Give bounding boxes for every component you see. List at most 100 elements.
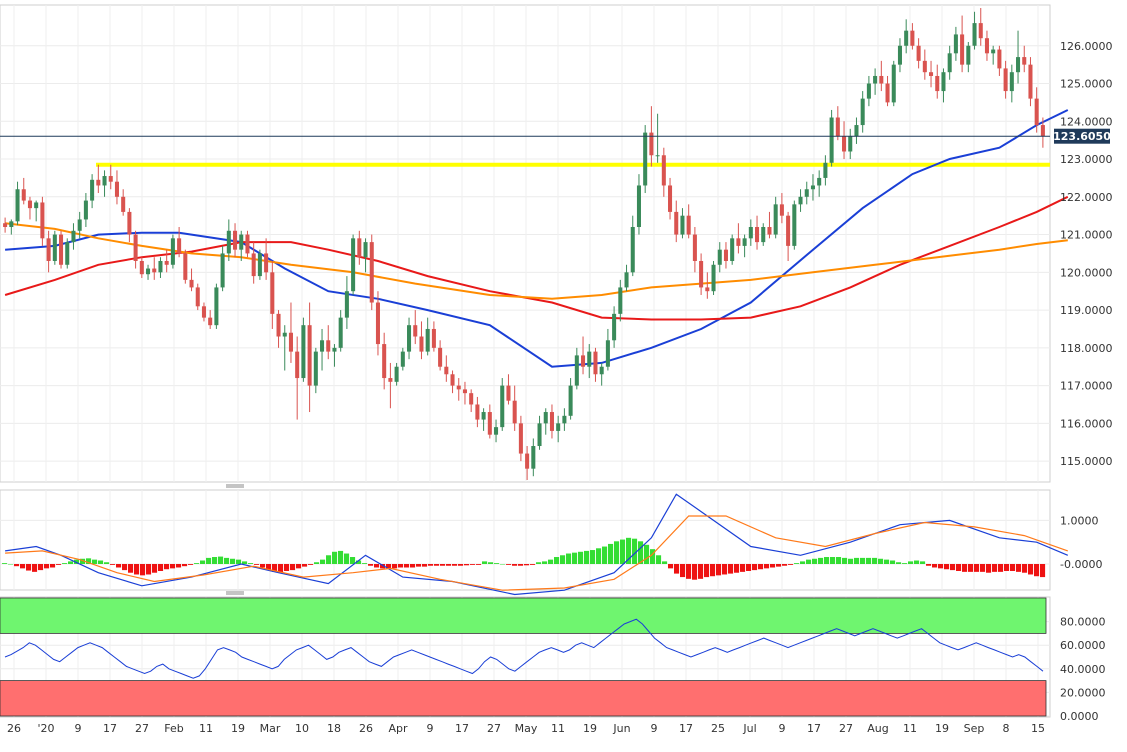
candle-body bbox=[655, 155, 660, 157]
candle bbox=[177, 227, 182, 258]
candle bbox=[270, 260, 275, 329]
candle-body bbox=[444, 366, 449, 375]
candle-body bbox=[761, 227, 766, 243]
candle bbox=[419, 321, 424, 360]
histogram-bar bbox=[902, 563, 908, 564]
candle bbox=[562, 408, 567, 431]
candle-body bbox=[102, 176, 107, 186]
candle-body bbox=[481, 412, 486, 420]
histogram-bar bbox=[920, 561, 926, 564]
candle bbox=[997, 45, 1002, 76]
histogram-bar bbox=[134, 564, 140, 575]
candle bbox=[65, 238, 70, 269]
histogram-bar bbox=[410, 564, 416, 568]
candle bbox=[34, 200, 39, 222]
candle bbox=[922, 49, 927, 80]
x-tick-label: 15 bbox=[1031, 722, 1045, 735]
price-grid bbox=[0, 45, 1050, 462]
x-tick-label: 27 bbox=[487, 722, 501, 735]
candle bbox=[953, 26, 958, 61]
candle-body bbox=[705, 287, 710, 292]
histogram-bar bbox=[176, 564, 182, 568]
candle-body bbox=[835, 117, 840, 137]
candle-body bbox=[425, 328, 430, 352]
price-y-tick-label: 121.0000 bbox=[1060, 229, 1113, 242]
candle-body bbox=[357, 238, 362, 258]
histogram-bar bbox=[488, 562, 494, 564]
candle bbox=[90, 174, 95, 209]
histogram-bar bbox=[152, 564, 158, 573]
candle bbox=[947, 45, 952, 80]
candle bbox=[83, 193, 88, 228]
histogram-bar bbox=[32, 564, 38, 572]
x-tick-label: 9 bbox=[779, 722, 786, 735]
candle-body bbox=[798, 196, 803, 205]
histogram-bar bbox=[998, 564, 1004, 572]
histogram-bar bbox=[824, 557, 830, 564]
histogram-bar bbox=[440, 564, 446, 566]
candle-body bbox=[77, 219, 82, 231]
candle-body bbox=[537, 423, 542, 447]
histogram-bar bbox=[842, 557, 848, 564]
candle-body bbox=[326, 340, 331, 352]
oscillator-lines bbox=[5, 493, 1069, 596]
candle bbox=[413, 310, 418, 345]
histogram-bar bbox=[806, 559, 812, 564]
candle-body bbox=[804, 189, 809, 197]
panel-divider-handle-1[interactable] bbox=[225, 483, 245, 489]
candle bbox=[114, 170, 119, 205]
price-y-tick-label: 123.0000 bbox=[1060, 153, 1113, 166]
histogram-bar bbox=[662, 561, 668, 564]
candle-body bbox=[587, 351, 592, 367]
candle bbox=[257, 249, 262, 280]
candle-body bbox=[823, 162, 828, 178]
histogram-bar bbox=[896, 562, 902, 564]
candle-body bbox=[605, 340, 610, 367]
candle bbox=[96, 164, 101, 194]
rsi-panel-frame bbox=[0, 596, 1051, 718]
histogram-bar bbox=[962, 564, 968, 572]
panel-divider-handle-2[interactable] bbox=[225, 590, 245, 596]
histogram-bar bbox=[758, 564, 764, 570]
histogram-bar bbox=[170, 564, 176, 569]
histogram-bar bbox=[1016, 564, 1022, 572]
candle-body bbox=[320, 340, 325, 352]
candle-body bbox=[661, 155, 666, 186]
candle bbox=[146, 264, 151, 280]
histogram-bar bbox=[74, 559, 80, 564]
candle bbox=[767, 211, 772, 239]
candle bbox=[829, 109, 834, 167]
histogram-bar bbox=[512, 564, 518, 566]
price-y-tick-label: 125.0000 bbox=[1060, 78, 1113, 91]
candle-body bbox=[276, 313, 281, 337]
candle-body bbox=[438, 347, 443, 367]
histogram-bar bbox=[914, 560, 920, 564]
candle-body bbox=[90, 179, 95, 201]
x-tick-label: 26 bbox=[7, 722, 21, 735]
x-tick-label: Sep bbox=[964, 722, 985, 735]
rsi-line bbox=[4, 618, 1044, 679]
candle-body bbox=[891, 64, 896, 103]
candle bbox=[46, 230, 51, 273]
candle bbox=[848, 128, 853, 160]
histogram-bar bbox=[788, 564, 794, 565]
candle-body bbox=[730, 238, 735, 261]
candle bbox=[711, 260, 716, 295]
histogram-bar bbox=[866, 557, 872, 564]
histogram-bar bbox=[20, 564, 26, 569]
x-tick-label: 11 bbox=[903, 722, 917, 735]
histogram-bar bbox=[2, 563, 8, 564]
x-tick-label: 18 bbox=[327, 722, 341, 735]
histogram-bar bbox=[800, 561, 806, 564]
histogram-bar bbox=[590, 550, 596, 564]
candle bbox=[960, 15, 965, 73]
candle-body bbox=[599, 366, 604, 375]
histogram-bar bbox=[950, 564, 956, 571]
candle-body bbox=[854, 125, 859, 137]
candle bbox=[916, 38, 921, 69]
histogram-bar bbox=[812, 558, 818, 564]
candle bbox=[456, 378, 461, 401]
histogram-bar bbox=[182, 564, 188, 567]
candle bbox=[929, 60, 934, 88]
